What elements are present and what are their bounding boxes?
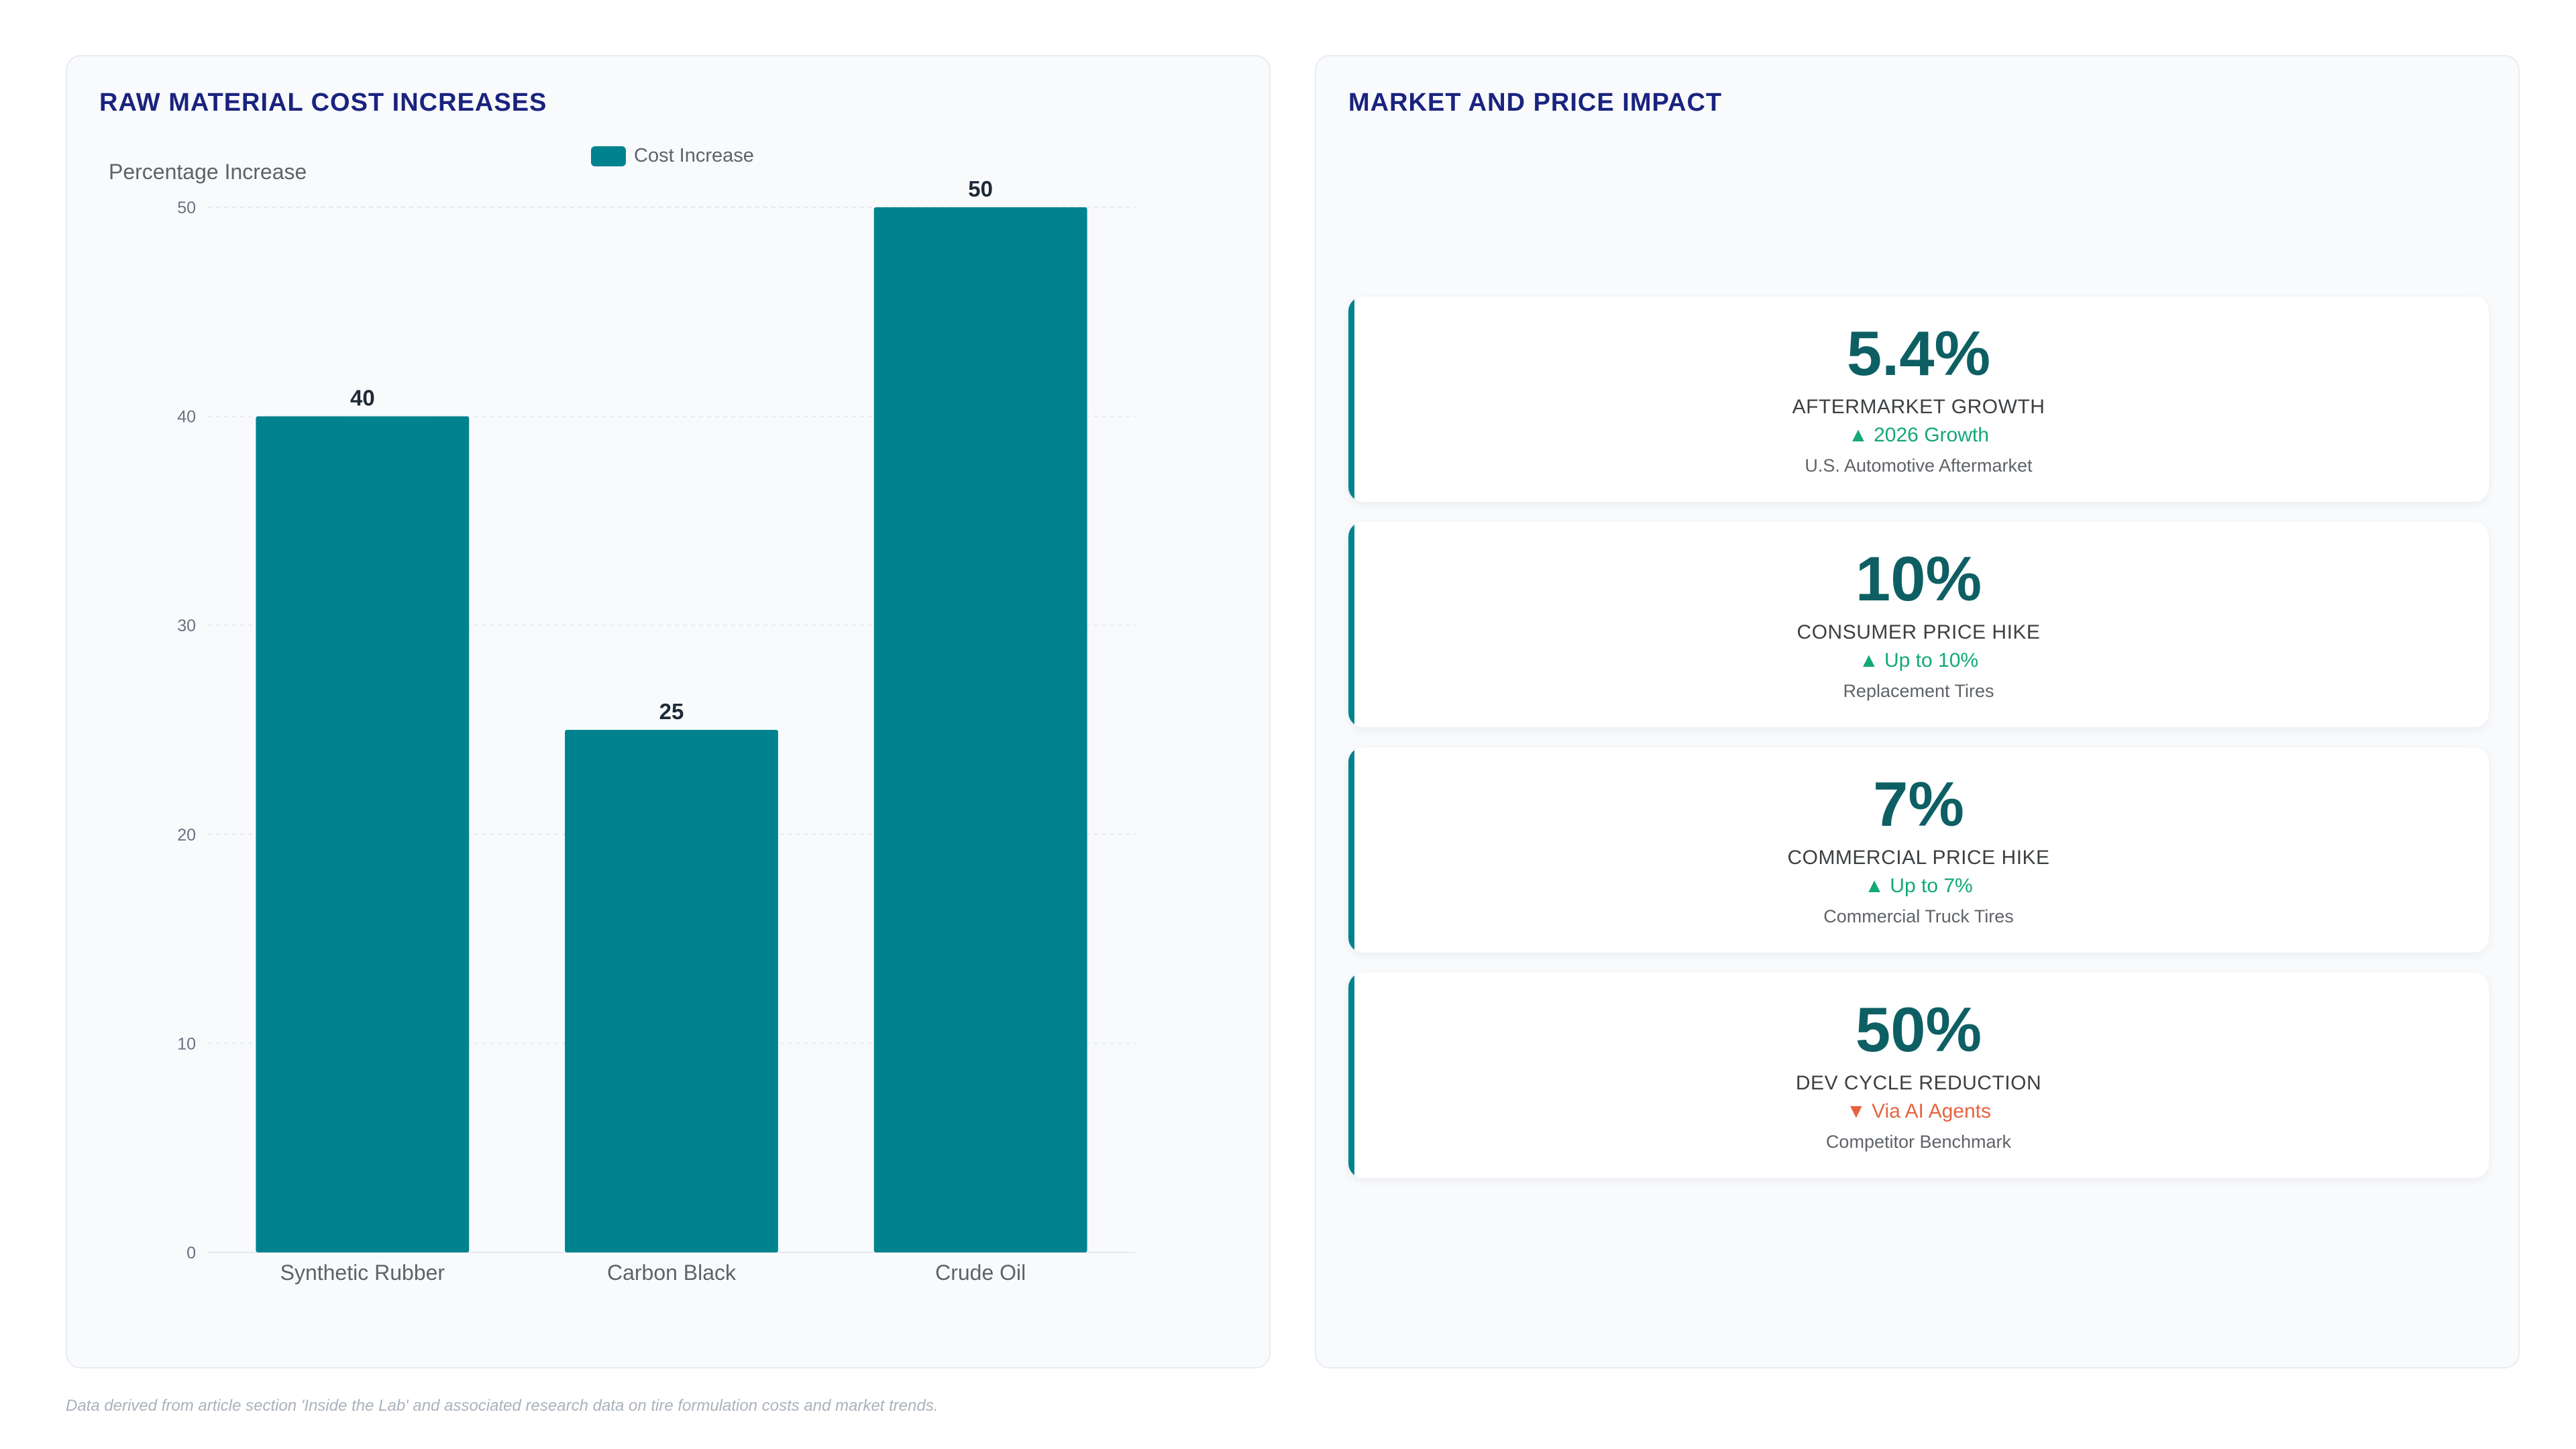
- stat-subtitle: Replacement Tires: [1843, 681, 1994, 701]
- y-axis-label: Percentage Increase: [109, 160, 307, 184]
- bar-chart: 0 10 20 30 40 50 Percentage Increase 40 Syntheti…: [109, 160, 1135, 1285]
- stat-subtitle: U.S. Automotive Aftermarket: [1805, 455, 2033, 476]
- raw-material-chart-panel: RAW MATERIAL COST INCREASES Cost Increas…: [66, 55, 1271, 1368]
- market-panel-title: MARKET AND PRICE IMPACT: [1348, 89, 1723, 117]
- bar-data-label: 40: [350, 386, 375, 411]
- y-tick-label: 40: [177, 408, 196, 427]
- x-tick-label: Carbon Black: [607, 1260, 737, 1285]
- chart-legend[interactable]: Cost Increase: [591, 145, 754, 167]
- y-tick-label: 30: [177, 616, 196, 635]
- legend-swatch: [591, 146, 626, 166]
- stat-card-commercial-price-hike: 7% COMMERCIAL PRICE HIKE ▲ Up to 7% Comm…: [1348, 747, 2489, 953]
- footnote: Data derived from article section 'Insid…: [66, 1397, 938, 1415]
- bar: [873, 207, 1087, 1252]
- y-tick-label: 10: [177, 1034, 196, 1053]
- stat-trend: ▲ 2026 Growth: [1848, 424, 1989, 446]
- y-tick-label: 20: [177, 826, 196, 845]
- bar: [256, 416, 470, 1252]
- stat-trend: ▼ Via AI Agents: [1846, 1100, 1991, 1122]
- market-impact-panel: MARKET AND PRICE IMPACT 5.4% AFTERMARKET…: [1315, 55, 2520, 1368]
- chart-title: RAW MATERIAL COST INCREASES: [99, 89, 547, 117]
- stat-value: 10%: [1855, 543, 1982, 614]
- bar: [565, 730, 778, 1252]
- stat-value: 50%: [1855, 994, 1982, 1065]
- stat-card-consumer-price-hike: 10% CONSUMER PRICE HIKE ▲ Up to 10% Repl…: [1348, 522, 2489, 727]
- stat-label: CONSUMER PRICE HIKE: [1796, 621, 2041, 643]
- x-tick-label: Synthetic Rubber: [280, 1260, 445, 1285]
- y-tick-label: 50: [177, 199, 196, 217]
- stat-card-aftermarket-growth: 5.4% AFTERMARKET GROWTH ▲ 2026 Growth U.…: [1348, 297, 2489, 502]
- stat-label: DEV CYCLE REDUCTION: [1795, 1072, 2042, 1094]
- bar-data-label: 50: [968, 176, 993, 201]
- stat-trend: ▲ Up to 10%: [1858, 649, 1979, 672]
- stat-card-dev-cycle-reduction: 50% DEV CYCLE REDUCTION ▼ Via AI Agents …: [1348, 973, 2489, 1178]
- stat-value: 5.4%: [1846, 318, 1991, 388]
- x-tick-label: Crude Oil: [935, 1260, 1026, 1285]
- stat-trend: ▲ Up to 7%: [1864, 875, 1973, 897]
- stat-label: COMMERCIAL PRICE HIKE: [1787, 847, 2050, 869]
- stat-value: 7%: [1873, 769, 1964, 839]
- legend-label: Cost Increase: [634, 145, 754, 166]
- stat-subtitle: Competitor Benchmark: [1825, 1132, 2012, 1152]
- bar-data-label: 25: [659, 699, 684, 724]
- y-tick-label: 0: [186, 1244, 196, 1263]
- stat-label: AFTERMARKET GROWTH: [1792, 396, 2045, 418]
- stat-subtitle: Commercial Truck Tires: [1823, 906, 2014, 926]
